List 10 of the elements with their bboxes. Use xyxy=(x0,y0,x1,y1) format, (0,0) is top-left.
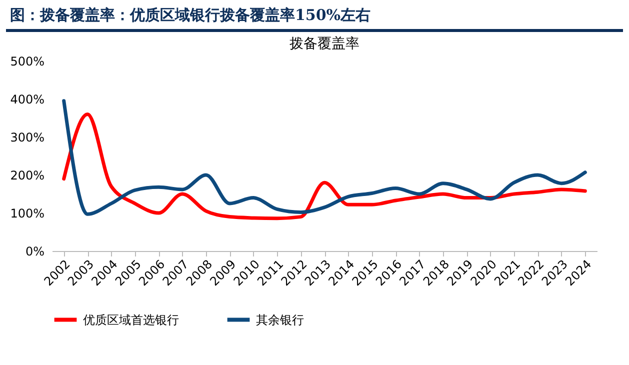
legend-label: 其余银行 xyxy=(256,312,304,327)
chart-subtitle: 拨备覆盖率 xyxy=(290,36,360,52)
y-tick-label: 0% xyxy=(25,244,44,258)
y-tick-label: 300% xyxy=(10,130,44,144)
y-tick-label: 100% xyxy=(10,206,44,220)
y-tick-label: 500% xyxy=(10,54,44,68)
y-tick-label: 400% xyxy=(10,92,44,106)
legend-label: 优质区域首选银行 xyxy=(83,312,179,327)
y-tick-label: 200% xyxy=(10,168,44,182)
chart-title: 图：拨备覆盖率：优质区域银行拨备覆盖率150%左右 xyxy=(6,4,623,32)
